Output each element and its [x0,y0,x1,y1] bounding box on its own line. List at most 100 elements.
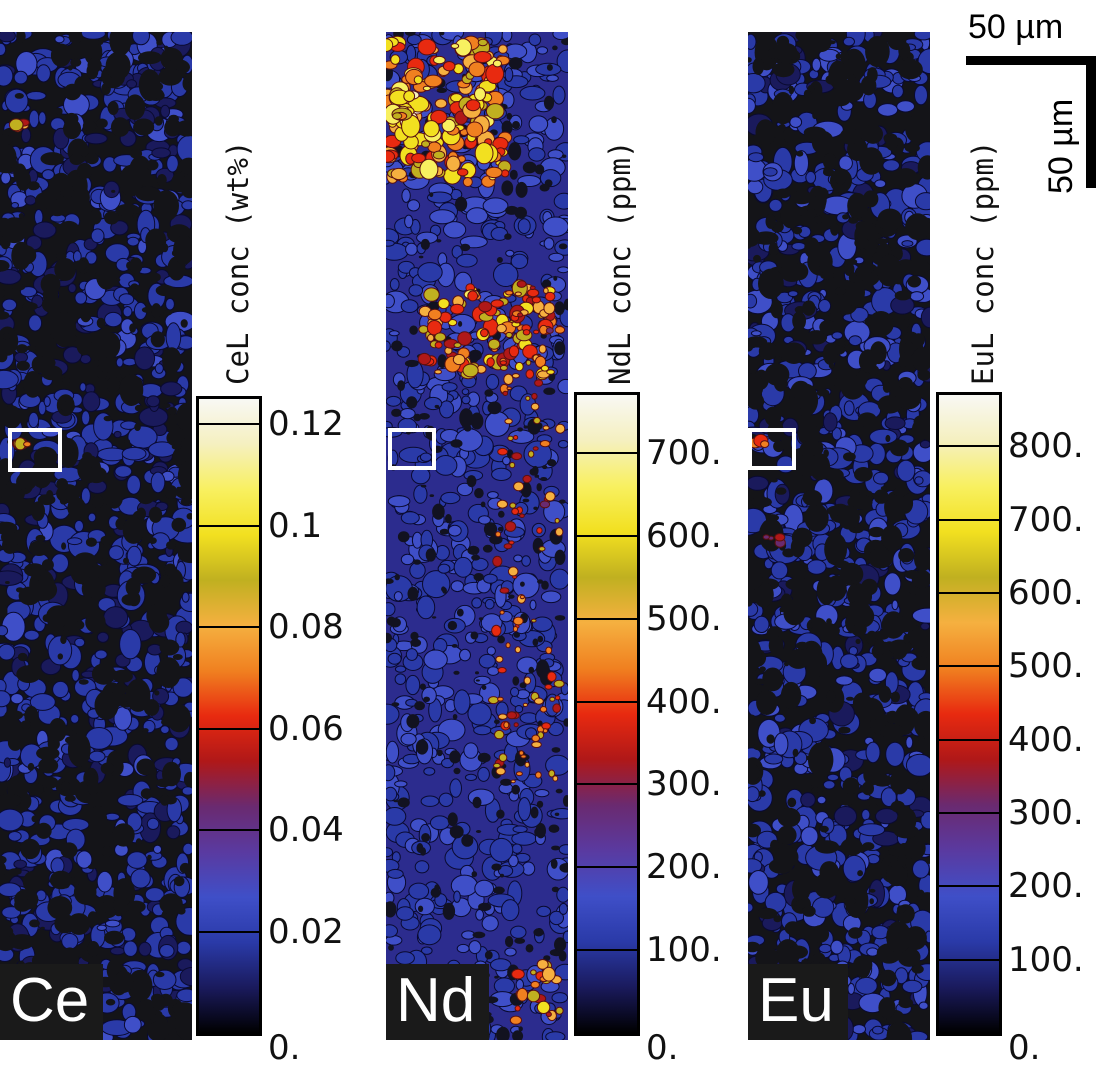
map-void [910,260,930,274]
map-blob [517,797,532,821]
map-void [456,608,464,617]
map-hotspot [552,703,562,714]
map-hotspot [505,331,513,339]
map-void [860,75,877,96]
map-void [797,32,816,41]
map-void [18,468,37,489]
map-blob [891,84,904,99]
map-void [790,537,805,558]
map-blob [487,491,499,499]
map-hotspot [23,441,32,448]
map-hotspot [555,423,566,434]
map-void [0,350,8,363]
colorbar-tick-label: 0.12 [268,404,344,445]
map-void [792,226,803,235]
map-blob [901,979,923,994]
map-void [748,245,751,249]
map-void [751,496,772,508]
map-hotspot [497,713,508,720]
map-hotspot [434,369,442,375]
map-blob [170,32,192,46]
map-blob [915,238,930,257]
map-void [478,617,484,621]
map-blob [750,330,762,337]
eu-roi-box [748,428,796,470]
map-void [907,625,925,650]
map-hotspot [446,155,461,172]
map-void [30,783,44,795]
map-void [822,343,838,365]
map-void [917,369,930,381]
map-void [156,657,181,688]
map-hotspot [544,684,553,690]
map-void [55,253,67,260]
map-void [748,373,764,400]
map-hotspot [519,513,525,519]
map-hotspot [485,103,505,120]
map-hotspot [545,327,554,334]
map-blob [62,346,83,364]
map-blob [558,902,568,915]
map-blob [512,572,540,599]
map-hotspot [530,969,537,976]
map-void [754,678,765,685]
colorbar-tick-label: 400. [1008,719,1084,760]
map-void [563,298,568,311]
map-void [514,937,526,944]
map-void [796,150,804,157]
map-void [886,865,908,887]
map-hotspot [530,980,540,989]
map-void [5,581,10,584]
map-hotspot [441,118,456,133]
map-hotspot [437,298,450,310]
map-void [762,667,784,692]
map-blob [483,573,498,584]
map-void [127,969,153,1002]
map-void [772,42,798,61]
map-void [551,886,559,893]
map-void [50,43,72,67]
map-void [473,573,484,581]
map-blob [791,242,807,251]
map-hotspot [514,1005,521,1012]
map-void [413,413,422,422]
colorbar-tick-label: 0.1 [268,505,323,546]
map-hotspot [531,392,538,400]
map-blob [549,910,564,926]
map-blob [456,253,478,268]
map-blob [557,266,568,274]
map-blob [528,33,542,47]
map-hotspot [485,166,503,179]
map-void [810,925,830,943]
map-void [55,107,63,116]
map-void [755,946,779,970]
map-void [7,734,23,751]
map-void [404,359,419,368]
scale-bar-vertical-label: 50 µm [1042,98,1080,194]
map-blob [833,806,858,827]
map-blob [534,789,550,798]
map-void [497,526,504,532]
map-void [508,594,515,599]
map-hotspot [478,301,493,313]
map-void [455,196,468,212]
map-blob [134,346,156,371]
map-void [891,691,900,703]
map-void [460,243,471,252]
map-void [4,710,24,720]
map-void [875,238,889,245]
map-blob [132,32,150,46]
map-void [923,687,930,691]
colorbar-level-line [199,524,259,527]
map-void [20,838,41,860]
map-void [41,296,62,313]
map-void [756,907,778,920]
map-hotspot [506,711,518,720]
map-void [861,781,874,796]
map-hotspot [442,61,456,72]
map-blob [447,524,462,537]
map-blob [528,147,546,162]
map-void [815,265,820,271]
map-void [27,762,35,771]
map-void [56,220,81,244]
